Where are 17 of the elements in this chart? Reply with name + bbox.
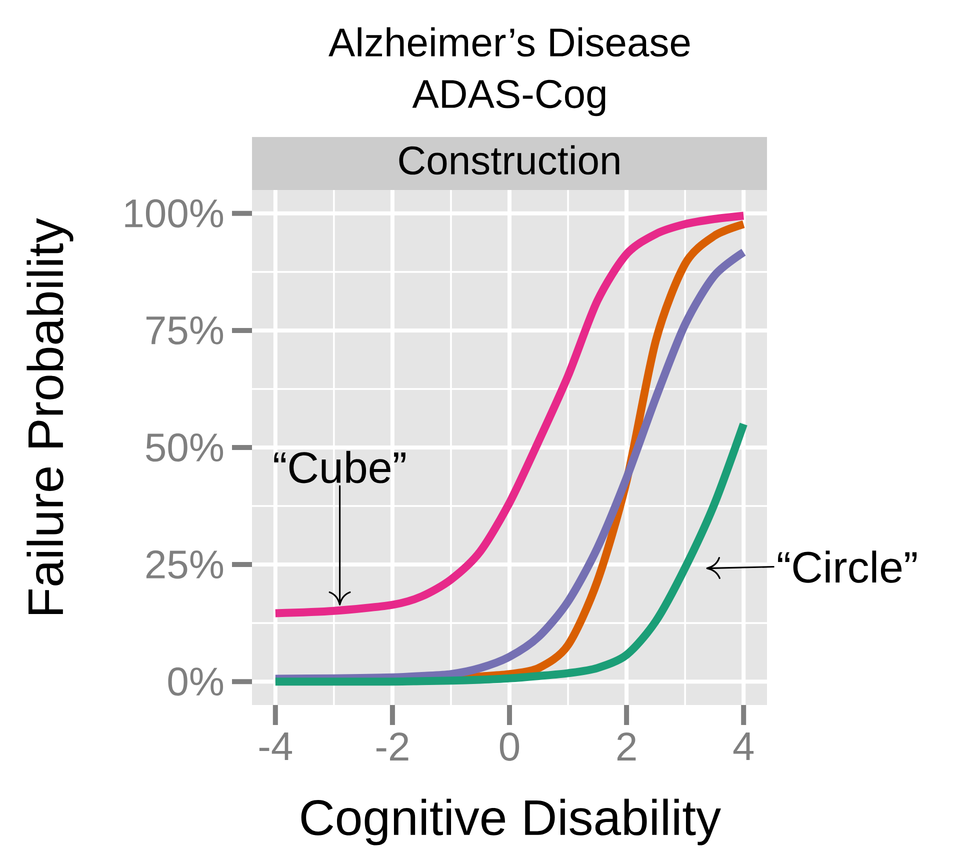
y-tick-label: 25% — [146, 550, 224, 579]
y-tick-label: 0% — [168, 667, 224, 696]
x-tick-label: 0 — [500, 732, 520, 761]
y-tick-label: 100% — [125, 199, 224, 228]
x-tick-label: -2 — [376, 732, 408, 760]
annotation: “Cube” — [274, 450, 406, 484]
y-tick-label: 75% — [146, 316, 224, 345]
annotation: “Circle” — [778, 550, 917, 583]
text: Construction — [399, 145, 620, 175]
x-tick-label: 2 — [617, 732, 636, 760]
chart-subtitle: ADAS-Cog — [412, 80, 606, 116]
y-tick-label: 50% — [146, 433, 224, 462]
x-axis-title: Cognitive Disability — [301, 798, 721, 846]
y-axis-title: Failure Probability — [26, 218, 74, 614]
chart-title: Alzheimer’s Disease — [328, 27, 690, 57]
x-tick-label: 4 — [733, 732, 754, 760]
x-tick-label: -4 — [259, 732, 292, 760]
